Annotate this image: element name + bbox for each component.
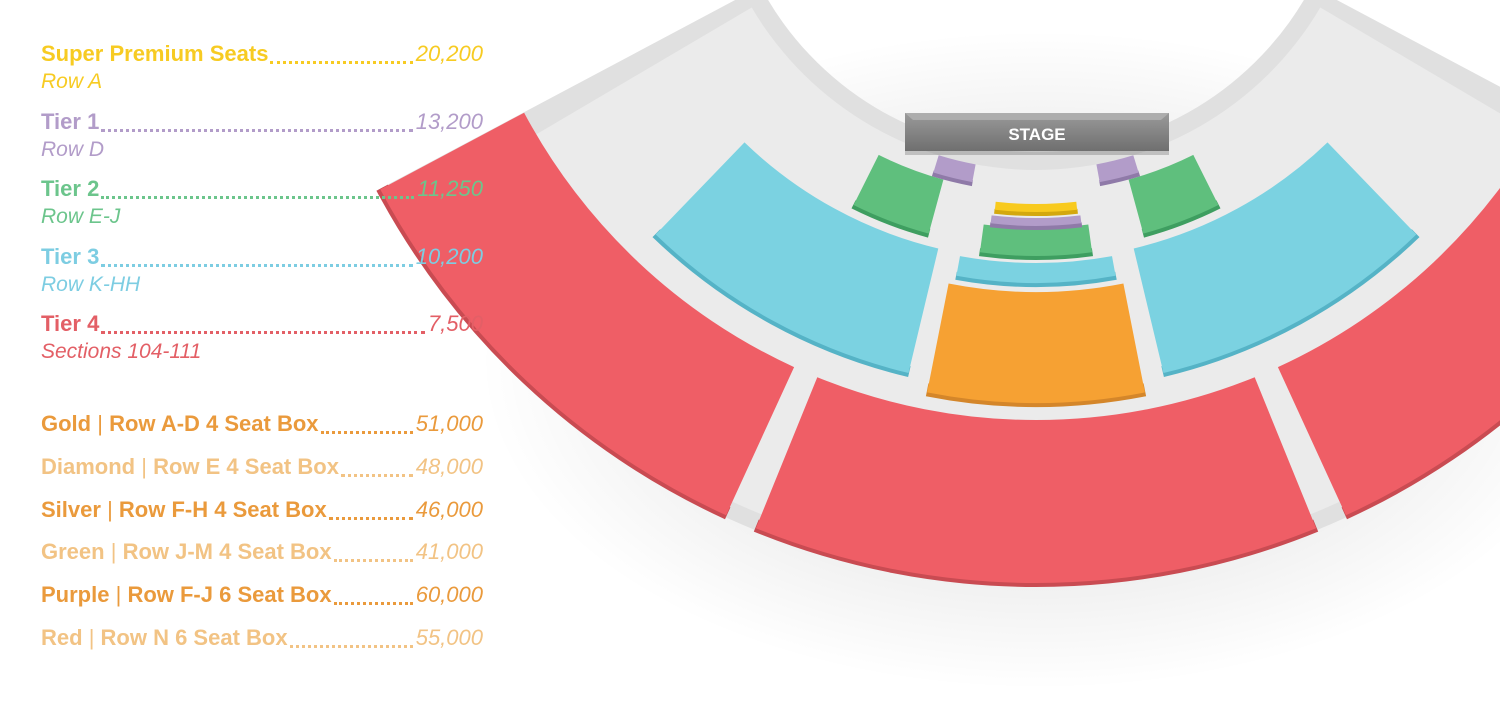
tier-name: Tier 3 (41, 243, 100, 269)
box-color-name: Silver (41, 496, 101, 522)
box-row: Diamond | Row E 4 Seat Box 48,000 (41, 453, 483, 483)
stage-label: STAGE (1008, 125, 1065, 144)
section-super-premium (994, 201, 1078, 212)
section-tier1-right (1096, 155, 1139, 183)
box-price: 60,000 (415, 582, 483, 608)
box-separator: | (115, 582, 122, 608)
box-separator: | (110, 539, 117, 565)
section-tier1-center-edge (989, 222, 1083, 231)
section-tier4-left (380, 112, 795, 516)
box-separator: | (141, 453, 147, 479)
section-tier3-right (1133, 142, 1417, 373)
tier-price: 11,250 (417, 176, 483, 201)
box-name: Gold | Row A-D 4 Seat Box (41, 410, 319, 438)
dot-leader (101, 263, 413, 267)
tier-row-label: Row E-J (41, 205, 121, 228)
box-separator: | (97, 411, 103, 436)
tier-row: Tier 4 7,500 (41, 310, 483, 340)
section-tier1-center (990, 215, 1082, 226)
tier-price: 7,500 (427, 311, 483, 336)
section-tier2-left (853, 154, 944, 234)
box-row: Red | Row N 6 Seat Box 55,000 (41, 624, 483, 654)
box-detail: Row A-D 4 Seat Box (109, 411, 319, 436)
section-tier3-center (956, 256, 1116, 284)
box-name: Red | Row N 6 Seat Box (41, 624, 288, 652)
section-tier1-left (933, 155, 976, 183)
dot-leader (329, 516, 413, 520)
tier-name: Super Premium Seats (41, 41, 269, 66)
dot-leader (334, 559, 413, 563)
box-detail: Row J-M 4 Seat Box (122, 539, 332, 565)
box-row: Gold | Row A-D 4 Seat Box 51,000 (41, 410, 483, 440)
section-tier4-center (755, 377, 1317, 584)
tier-price: 13,200 (415, 108, 483, 134)
tier-row: Tier 2 11,250 (41, 175, 483, 205)
dot-leader (101, 128, 413, 132)
tier-row-label: Row A (41, 70, 103, 93)
dot-leader (290, 645, 413, 648)
tier-row: Tier 3 10,200 (41, 243, 483, 273)
tier-price: 20,200 (415, 41, 483, 66)
box-detail: Row E 4 Seat Box (153, 453, 339, 479)
tier-name: Tier 1 (41, 108, 100, 134)
box-price: 41,000 (415, 539, 483, 565)
box-detail: Row N 6 Seat Box (100, 625, 288, 650)
tier-row-label: Row D (41, 137, 105, 161)
tier-name: Tier 4 (41, 311, 100, 336)
box-detail: Row F-J 6 Seat Box (127, 582, 332, 608)
dot-leader (334, 602, 413, 606)
section-layer (376, 112, 1500, 587)
box-price: 55,000 (415, 625, 483, 650)
box-color-name: Red (41, 625, 83, 650)
box-name: Green | Row J-M 4 Seat Box (41, 538, 332, 566)
tier-row: Tier 1 13,200 (41, 108, 483, 138)
tier-row-label: Row K-HH (41, 272, 141, 296)
box-detail: Row F-H 4 Seat Box (118, 496, 327, 522)
box-price: 51,000 (415, 411, 483, 436)
box-row: Green | Row J-M 4 Seat Box 41,000 (41, 538, 483, 568)
stage-bevel (905, 113, 1169, 120)
section-tier2-center (979, 224, 1093, 257)
dot-leader (101, 196, 414, 199)
section-tier2-right (1128, 154, 1219, 234)
box-name: Purple | Row F-J 6 Seat Box (41, 581, 332, 609)
box-color-name: Gold (41, 411, 92, 436)
section-tier3-left (655, 142, 939, 373)
section-tier4-right (1277, 187, 1500, 516)
section-gold-box (927, 283, 1145, 404)
dot-leader (321, 431, 413, 434)
tier-name: Tier 2 (41, 176, 100, 201)
dot-leader (270, 61, 413, 64)
box-name: Silver | Row F-H 4 Seat Box (41, 496, 327, 524)
stage: STAGE (905, 113, 1169, 155)
box-separator: | (107, 496, 113, 522)
tier-row: Super Premium Seats 20,200 (41, 40, 483, 70)
tier-row-label: Sections 104-111 (41, 340, 202, 363)
box-price: 48,000 (415, 453, 483, 479)
box-name: Diamond | Row E 4 Seat Box (41, 453, 339, 481)
tier-price: 10,200 (415, 243, 483, 269)
box-row: Silver | Row F-H 4 Seat Box 46,000 (41, 496, 483, 526)
box-color-name: Green (41, 539, 105, 565)
dot-leader (101, 331, 425, 334)
dot-leader (341, 473, 413, 477)
box-color-name: Purple (41, 582, 110, 608)
box-color-name: Diamond (41, 453, 136, 479)
box-row: Purple | Row F-J 6 Seat Box 60,000 (41, 581, 483, 611)
box-separator: | (88, 625, 95, 650)
box-price: 46,000 (415, 496, 483, 522)
section-tier4-center-edge (753, 519, 1319, 587)
